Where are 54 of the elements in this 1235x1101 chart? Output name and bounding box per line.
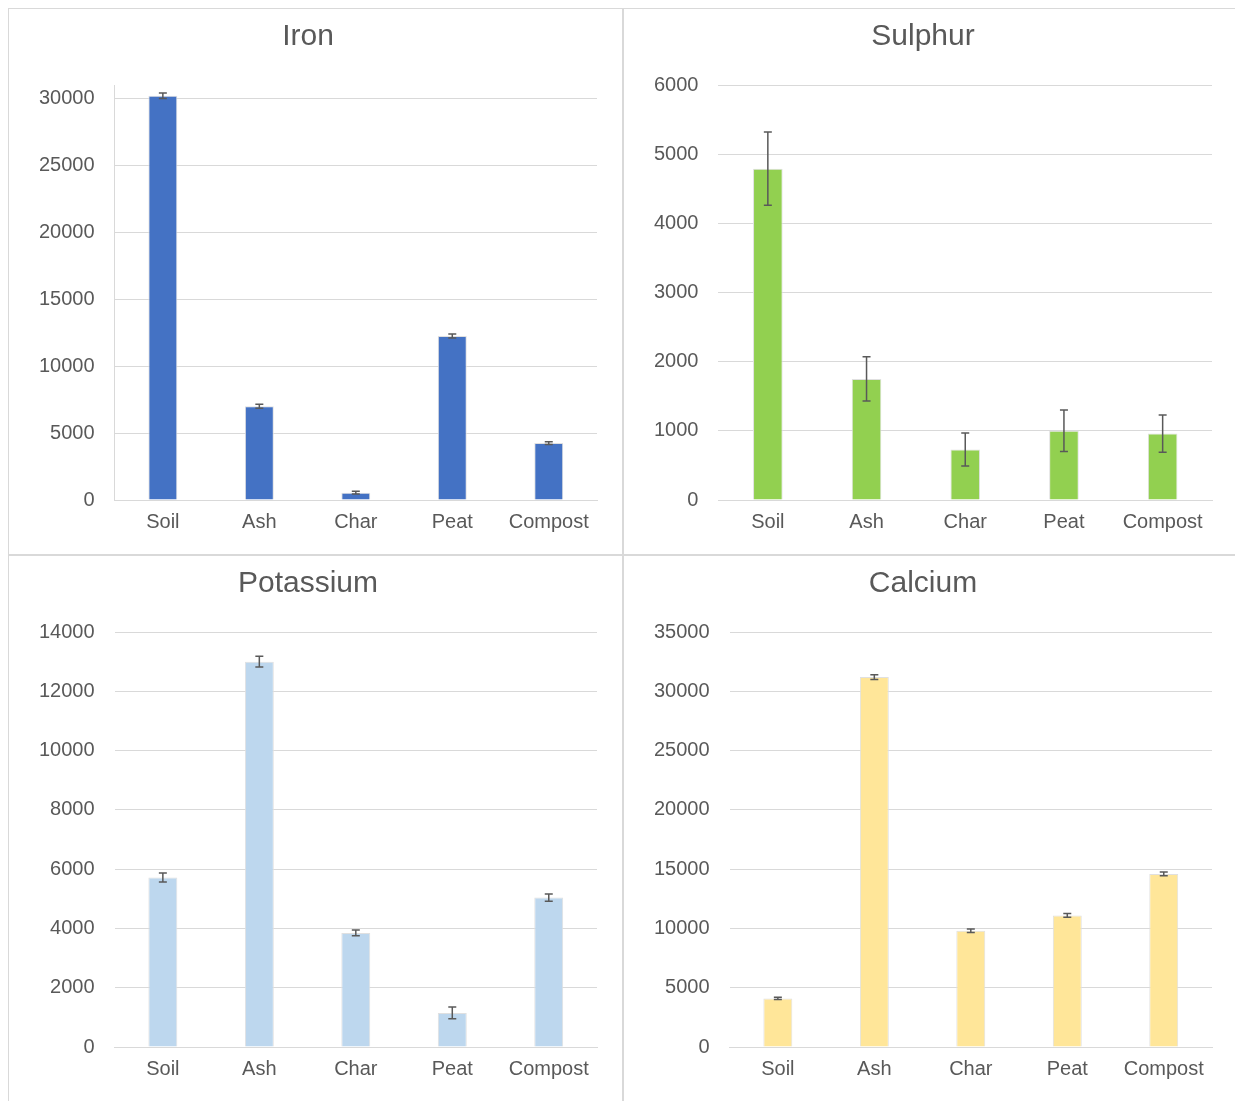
y-tick-label: 5000 xyxy=(50,420,95,443)
y-tick-label: 0 xyxy=(687,487,699,510)
y-tick-label: 10000 xyxy=(38,738,95,761)
y-tick-label: 25000 xyxy=(653,738,710,761)
x-tick-label: Soil xyxy=(751,509,785,532)
y-tick-label: 35000 xyxy=(653,619,710,642)
y-tick-label: 1000 xyxy=(653,418,699,441)
x-tick-label: Char xyxy=(943,509,988,532)
x-tick-label: Ash xyxy=(242,1056,277,1079)
y-tick-label: 15000 xyxy=(653,856,710,879)
y-tick-label: 30000 xyxy=(653,678,710,701)
x-tick-label: Char xyxy=(334,509,378,532)
y-tick-label: 5000 xyxy=(665,975,710,998)
x-tick-label: Soil xyxy=(146,509,180,532)
y-tick-label: 10000 xyxy=(38,353,95,376)
chart-title: Sulphur xyxy=(871,18,975,52)
y-tick-label: 30000 xyxy=(38,85,95,108)
x-tick-label: Char xyxy=(949,1056,993,1079)
y-tick-label: 8000 xyxy=(50,797,95,820)
y-tick-label: 14000 xyxy=(38,619,95,642)
y-tick-label: 3000 xyxy=(653,280,699,303)
x-tick-label: Compost xyxy=(1123,1056,1205,1079)
x-tick-label: Compost xyxy=(508,509,590,532)
x-tick-label: Peat xyxy=(431,509,474,532)
x-tick-label: Ash xyxy=(857,1056,892,1079)
x-tick-label: Peat xyxy=(1043,509,1085,532)
x-tick-label: Char xyxy=(334,1056,378,1079)
x-tick-label: Ash xyxy=(849,509,884,532)
y-tick-label: 20000 xyxy=(38,219,95,242)
x-tick-label: Soil xyxy=(146,1056,180,1079)
chart-title: Potassium xyxy=(237,565,379,599)
y-tick-label: 0 xyxy=(83,487,95,510)
y-tick-label: 20000 xyxy=(653,797,710,820)
y-tick-label: 4000 xyxy=(50,915,95,938)
y-tick-label: 12000 xyxy=(38,678,95,701)
x-tick-label: Peat xyxy=(431,1056,474,1079)
y-tick-label: 10000 xyxy=(653,915,710,938)
chart-title: Calcium xyxy=(868,565,978,599)
y-tick-label: 25000 xyxy=(38,152,95,175)
y-tick-label: 0 xyxy=(698,1034,710,1057)
y-tick-label: 6000 xyxy=(50,856,95,879)
y-tick-label: 6000 xyxy=(653,72,699,95)
x-tick-label: Compost xyxy=(508,1056,590,1079)
x-tick-label: Ash xyxy=(242,509,277,532)
y-tick-label: 2000 xyxy=(653,349,699,372)
y-tick-label: 2000 xyxy=(50,975,95,998)
y-tick-label: 4000 xyxy=(653,210,699,233)
y-tick-label: 15000 xyxy=(38,286,95,309)
chart-title: Iron xyxy=(282,18,334,52)
x-tick-label: Compost xyxy=(1122,509,1204,532)
x-tick-label: Soil xyxy=(761,1056,795,1079)
y-tick-label: 0 xyxy=(83,1034,95,1057)
x-tick-label: Peat xyxy=(1046,1056,1089,1079)
y-tick-label: 5000 xyxy=(653,141,699,164)
